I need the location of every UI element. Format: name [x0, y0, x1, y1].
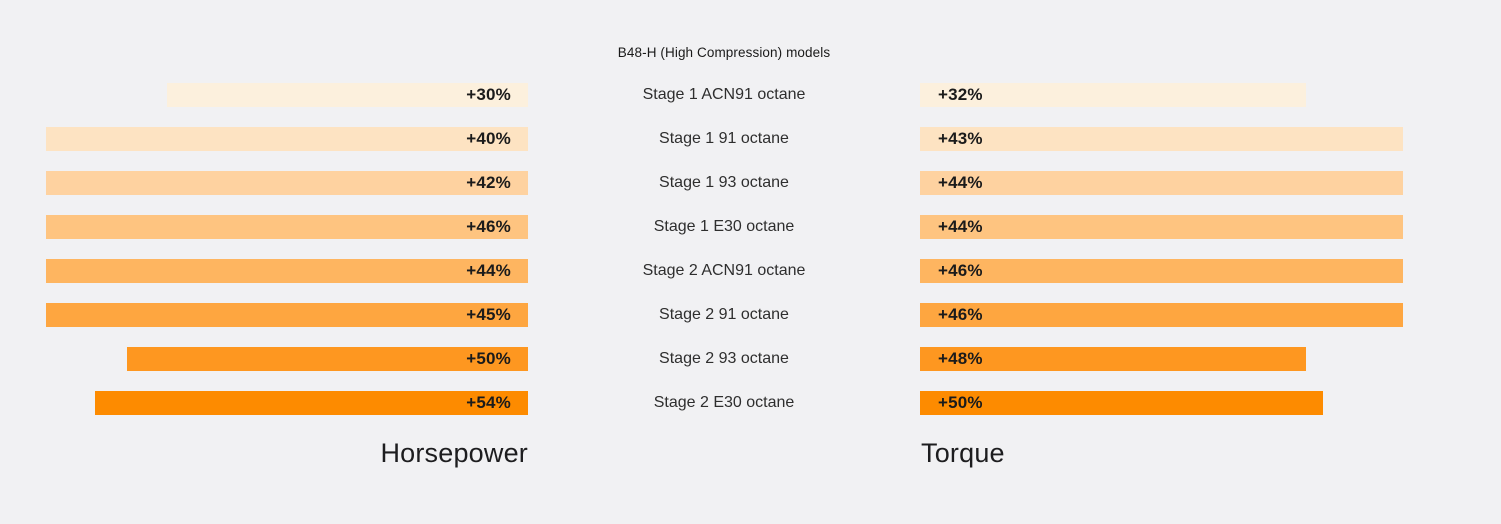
torque-bar-value: +46% [938, 261, 983, 280]
category-label: Stage 1 91 octane [659, 130, 789, 147]
category-label-cell: Stage 1 E30 octane [528, 205, 920, 249]
torque-bar-value: +43% [938, 129, 983, 148]
category-label: Stage 2 ACN91 octane [642, 262, 806, 279]
horsepower-bar-value: +44% [466, 261, 511, 280]
category-label-cell: Stage 1 93 octane [528, 161, 920, 205]
chart-rows: +30% Stage 1 ACN91 octane +32% +40% Stage 1 … [46, 73, 1403, 425]
horsepower-bar-cell: +30% [46, 73, 528, 117]
horsepower-bar-value: +45% [466, 305, 511, 324]
horsepower-bar: +50% [126, 347, 528, 371]
torque-bar: +48% [920, 347, 1307, 371]
category-label-cell: Stage 1 ACN91 octane [528, 73, 920, 117]
category-label: Stage 2 E30 octane [653, 394, 795, 411]
horsepower-bar: +40% [46, 127, 528, 151]
torque-bar-cell: +44% [920, 205, 1403, 249]
horsepower-bar-value: +42% [466, 173, 511, 192]
torque-axis-title: Torque [921, 438, 1005, 468]
horsepower-bar-cell: +45% [46, 293, 528, 337]
category-label-cell: Stage 2 93 octane [528, 337, 920, 381]
torque-bar-cell: +46% [920, 249, 1403, 293]
category-label-cell: Stage 2 E30 octane [528, 381, 920, 425]
torque-bar-cell: +48% [920, 337, 1403, 381]
category-label: Stage 2 91 octane [659, 306, 789, 323]
category-label-cell: Stage 1 91 octane [528, 117, 920, 161]
category-label-cell: Stage 2 91 octane [528, 293, 920, 337]
torque-bar-cell: +50% [920, 381, 1403, 425]
category-label: Stage 1 ACN91 octane [642, 86, 806, 103]
category-label: Stage 1 E30 octane [653, 218, 795, 235]
torque-bar: +46% [920, 259, 1403, 283]
chart-title: B48-H (High Compression) models [617, 45, 831, 60]
horsepower-bar-cell: +44% [46, 249, 528, 293]
horsepower-bar-value: +54% [466, 393, 511, 412]
horsepower-bar-value: +50% [466, 349, 511, 368]
horsepower-axis-title: Horsepower [380, 438, 528, 468]
torque-bar-value: +44% [938, 173, 983, 192]
horsepower-bar-cell: +54% [46, 381, 528, 425]
torque-bar-value: +48% [938, 349, 983, 368]
horsepower-bar-cell: +50% [46, 337, 528, 381]
torque-bar-cell: +43% [920, 117, 1403, 161]
torque-bar: +32% [920, 83, 1307, 107]
category-label: Stage 2 93 octane [659, 350, 789, 367]
torque-bar-cell: +46% [920, 293, 1403, 337]
horsepower-bar-cell: +42% [46, 161, 528, 205]
torque-bar: +50% [920, 391, 1324, 415]
horsepower-bar: +30% [166, 83, 528, 107]
horsepower-bar: +54% [95, 391, 528, 415]
horsepower-bar-value: +40% [466, 129, 511, 148]
horsepower-bar-value: +46% [466, 217, 511, 236]
torque-bar: +44% [920, 215, 1403, 239]
horsepower-bar: +46% [46, 215, 528, 239]
category-label: Stage 1 93 octane [659, 174, 789, 191]
horsepower-bar-cell: +46% [46, 205, 528, 249]
torque-bar: +44% [920, 171, 1403, 195]
horsepower-bar-cell: +40% [46, 117, 528, 161]
torque-bar-value: +46% [938, 305, 983, 324]
horsepower-bar-value: +30% [466, 85, 511, 104]
category-label-cell: Stage 2 ACN91 octane [528, 249, 920, 293]
torque-bar: +46% [920, 303, 1403, 327]
horsepower-bar: +44% [46, 259, 528, 283]
torque-bar-cell: +44% [920, 161, 1403, 205]
torque-bar: +43% [920, 127, 1403, 151]
torque-bar-cell: +32% [920, 73, 1403, 117]
horsepower-bar: +42% [46, 171, 528, 195]
torque-bar-value: +50% [938, 393, 983, 412]
torque-bar-value: +32% [938, 85, 983, 104]
torque-bar-value: +44% [938, 217, 983, 236]
horsepower-bar: +45% [46, 303, 528, 327]
